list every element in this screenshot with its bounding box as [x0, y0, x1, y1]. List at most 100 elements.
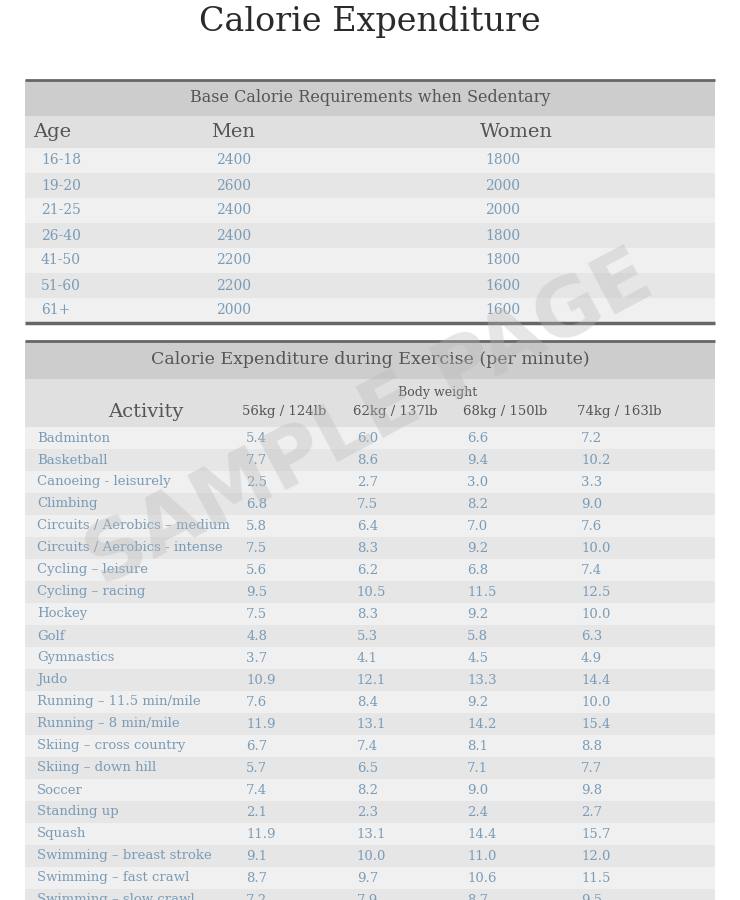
Text: SAMPLE PAGE: SAMPLE PAGE — [74, 238, 666, 602]
Text: 9.5: 9.5 — [246, 586, 267, 598]
Text: Skiing – down hill: Skiing – down hill — [37, 761, 156, 775]
Text: 68kg / 150lb: 68kg / 150lb — [463, 405, 548, 418]
Text: 6.7: 6.7 — [246, 740, 268, 752]
Text: 10.0: 10.0 — [581, 608, 610, 620]
Bar — [25, 273, 715, 298]
Text: 2.7: 2.7 — [581, 806, 602, 818]
Text: Squash: Squash — [37, 827, 87, 841]
Text: 7.4: 7.4 — [581, 563, 602, 577]
Bar — [25, 427, 715, 449]
Text: 10.2: 10.2 — [581, 454, 610, 466]
Text: 3.7: 3.7 — [246, 652, 268, 664]
Text: 7.1: 7.1 — [467, 761, 488, 775]
Text: 9.2: 9.2 — [467, 542, 488, 554]
Text: 14.4: 14.4 — [467, 827, 497, 841]
Text: 13.1: 13.1 — [357, 827, 386, 841]
Text: 2.1: 2.1 — [246, 806, 267, 818]
Text: 7.5: 7.5 — [357, 498, 378, 510]
Text: 9.0: 9.0 — [467, 784, 488, 796]
Text: 1800: 1800 — [485, 154, 520, 167]
Text: 2400: 2400 — [216, 203, 252, 218]
Text: Base Calorie Requirements when Sedentary: Base Calorie Requirements when Sedentary — [190, 89, 550, 106]
Text: 51-60: 51-60 — [41, 278, 81, 293]
Text: 13.1: 13.1 — [357, 717, 386, 731]
Text: Standing up: Standing up — [37, 806, 118, 818]
Text: Swimming – breast stroke: Swimming – breast stroke — [37, 850, 212, 862]
Text: 16-18: 16-18 — [41, 154, 81, 167]
Text: Basketball: Basketball — [37, 454, 107, 466]
Text: Golf: Golf — [37, 629, 64, 643]
Text: 41-50: 41-50 — [41, 254, 81, 267]
Bar — [25, 173, 715, 198]
Text: 62kg / 137lb: 62kg / 137lb — [353, 405, 437, 418]
Text: 6.8: 6.8 — [246, 498, 267, 510]
Text: 2.7: 2.7 — [357, 475, 378, 489]
Text: 6.0: 6.0 — [357, 431, 378, 445]
Text: 11.0: 11.0 — [467, 850, 497, 862]
Bar — [25, 867, 715, 889]
Text: 10.0: 10.0 — [581, 696, 610, 708]
Text: 6.8: 6.8 — [467, 563, 488, 577]
Text: 8.4: 8.4 — [357, 696, 377, 708]
Text: 7.7: 7.7 — [246, 454, 268, 466]
Text: 13.3: 13.3 — [467, 673, 497, 687]
Bar — [25, 341, 715, 379]
Text: 1800: 1800 — [485, 229, 520, 242]
Text: 9.1: 9.1 — [246, 850, 267, 862]
Bar — [25, 801, 715, 823]
Text: 3.3: 3.3 — [581, 475, 602, 489]
Text: 5.8: 5.8 — [467, 629, 488, 643]
Text: Men: Men — [212, 123, 255, 141]
Bar — [25, 779, 715, 801]
Text: 2400: 2400 — [216, 229, 252, 242]
Text: Skiing – cross country: Skiing – cross country — [37, 740, 186, 752]
Text: Calorie Expenditure: Calorie Expenditure — [199, 6, 541, 38]
Text: 10.9: 10.9 — [246, 673, 276, 687]
Text: 7.7: 7.7 — [581, 761, 602, 775]
Bar — [25, 449, 715, 471]
Text: Judo: Judo — [37, 673, 67, 687]
Bar — [25, 735, 715, 757]
Text: 7.2: 7.2 — [246, 894, 267, 900]
Text: Cycling – leisure: Cycling – leisure — [37, 563, 148, 577]
Text: 2.5: 2.5 — [246, 475, 267, 489]
Text: Circuits / Aerobics – medium: Circuits / Aerobics – medium — [37, 519, 230, 533]
Text: Swimming – fast crawl: Swimming – fast crawl — [37, 871, 189, 885]
Bar — [25, 581, 715, 603]
Text: Cycling – racing: Cycling – racing — [37, 586, 145, 598]
Text: 11.5: 11.5 — [581, 871, 610, 885]
Bar — [25, 80, 715, 116]
Text: 11.9: 11.9 — [246, 717, 276, 731]
Bar — [25, 148, 715, 173]
Bar — [25, 248, 715, 273]
Text: 8.6: 8.6 — [357, 454, 378, 466]
Bar — [25, 845, 715, 867]
Text: 2200: 2200 — [216, 278, 252, 293]
Bar — [25, 379, 715, 427]
Text: Swimming – slow crawl: Swimming – slow crawl — [37, 894, 195, 900]
Text: Gymnastics: Gymnastics — [37, 652, 115, 664]
Text: Age: Age — [33, 123, 71, 141]
Text: Running – 11.5 min/mile: Running – 11.5 min/mile — [37, 696, 201, 708]
Bar — [25, 625, 715, 647]
Text: Calorie Expenditure during Exercise (per minute): Calorie Expenditure during Exercise (per… — [151, 352, 589, 368]
Bar — [25, 603, 715, 625]
Text: 7.6: 7.6 — [246, 696, 268, 708]
Text: 19-20: 19-20 — [41, 178, 81, 193]
Bar — [25, 889, 715, 900]
Text: 1600: 1600 — [485, 303, 520, 318]
Text: 7.5: 7.5 — [246, 608, 267, 620]
Text: 10.0: 10.0 — [581, 542, 610, 554]
Text: 8.7: 8.7 — [467, 894, 488, 900]
Text: 8.3: 8.3 — [357, 542, 378, 554]
Text: Hockey: Hockey — [37, 608, 87, 620]
Bar — [25, 298, 715, 323]
Bar — [25, 647, 715, 669]
Text: Climbing: Climbing — [37, 498, 98, 510]
Text: 2000: 2000 — [485, 178, 520, 193]
Text: 7.5: 7.5 — [246, 542, 267, 554]
Text: 8.2: 8.2 — [467, 498, 488, 510]
Text: 9.4: 9.4 — [467, 454, 488, 466]
Text: 9.7: 9.7 — [357, 871, 378, 885]
Text: 9.5: 9.5 — [581, 894, 602, 900]
